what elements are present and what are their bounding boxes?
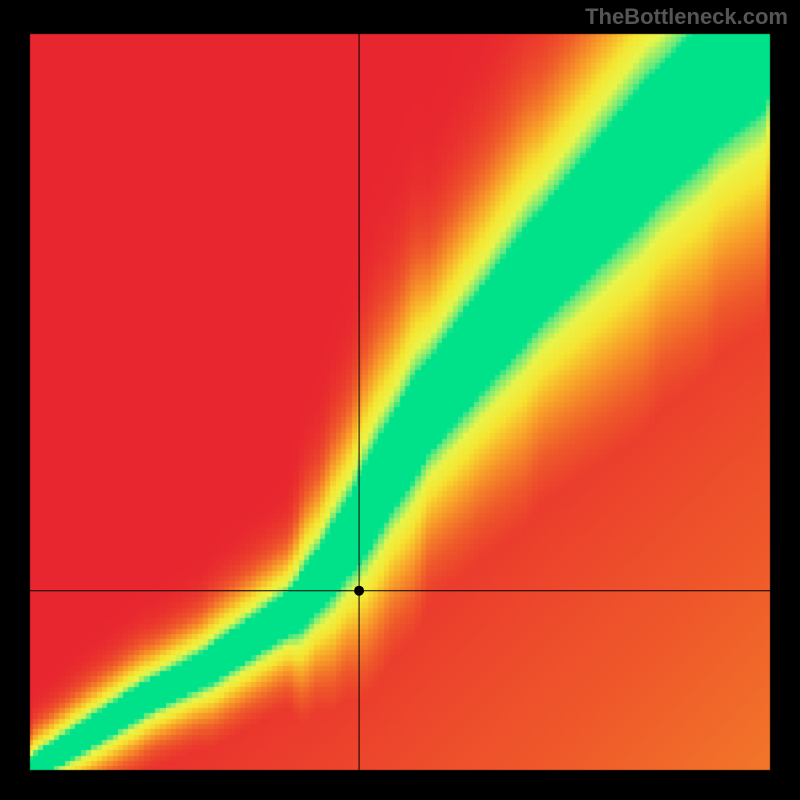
bottleneck-heatmap [28, 32, 772, 772]
watermark-text: TheBottleneck.com [585, 4, 788, 30]
